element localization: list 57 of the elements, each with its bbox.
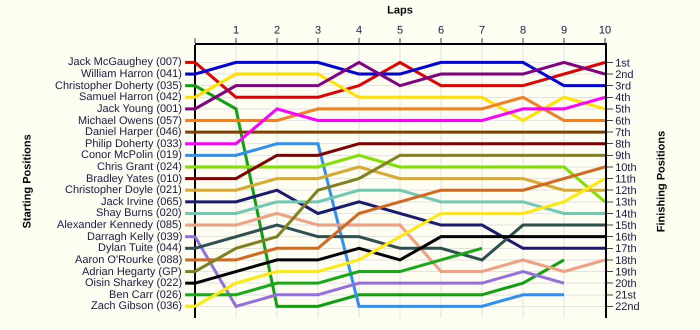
legend-label: Christopher Doherty (035): [55, 80, 182, 92]
y-tick-label: 1st: [615, 57, 630, 70]
legend-label: Dylan Tuite (044): [98, 242, 182, 254]
legend-label: Aaron O'Rourke (088): [75, 254, 182, 266]
x-tick-label: 7: [478, 24, 486, 37]
legend-label: Zach Gibson (036): [91, 300, 182, 312]
legend-label: William Harron (041): [81, 68, 182, 80]
y-tick-label: 6th: [615, 115, 630, 128]
x-tick-label: 8: [520, 24, 526, 37]
y-tick-label: 3rd: [615, 80, 632, 93]
y-tick-label: 4th: [615, 92, 630, 104]
legend-label: Adrian Hegarty (GP): [82, 266, 182, 278]
y-axis-title: Finishing Positions: [655, 130, 668, 232]
legend-label: Chris Grant (024): [97, 161, 182, 173]
legend-label: Alexander Kennedy (085): [57, 219, 182, 231]
legend-label: Samuel Harron (042): [79, 91, 182, 103]
legend-label: Oisin Sharkey (022): [85, 277, 182, 289]
y-tick-label: 8th: [615, 138, 630, 151]
legend-label: Ben Carr (026): [109, 289, 182, 301]
y-tick-label: 22nd: [615, 301, 640, 314]
x-tick-label: 3: [314, 24, 322, 37]
y-tick-label: 14th: [615, 208, 637, 220]
y-tick-label: 2nd: [615, 68, 634, 81]
legend-label: Christopher Doyle (021): [65, 184, 182, 196]
legend-label: Bradley Yates (010): [86, 173, 182, 185]
x-tick-label: 5: [396, 24, 404, 37]
y-tick-label: 13th: [615, 196, 637, 209]
y-tick-label: 5th: [615, 104, 630, 116]
y-tick-label: 9th: [615, 150, 630, 162]
y-tick-label: 20th: [615, 278, 637, 290]
legend-label: Shay Burns (020): [96, 207, 182, 219]
legend-label: Conor McPolin (019): [81, 149, 182, 161]
legend-label: Jack Irvine (065): [101, 196, 182, 208]
y-tick-label: 15th: [615, 220, 637, 232]
legend-label: Philip Doherty (033): [85, 138, 182, 150]
y-tick-label: 18th: [615, 254, 637, 267]
legend-label: Darragh Kelly (039): [87, 231, 182, 243]
y-tick-label: 19th: [615, 266, 637, 278]
legend-label: Jack Young (001): [97, 103, 182, 115]
x-tick-label: 6: [438, 24, 444, 37]
x-tick-label: 9: [560, 24, 568, 37]
x-tick-label: 1: [232, 24, 240, 37]
text: Starting Positions: [21, 134, 34, 228]
y-tick-label: 12th: [615, 185, 637, 198]
x-tick-label: 4: [356, 24, 362, 37]
y-tick-label: 7th: [615, 126, 630, 139]
x-tick-label: 2: [274, 24, 280, 37]
y-tick-label: 11th: [615, 173, 636, 186]
y-tick-label: 16th: [615, 232, 637, 244]
x-axis-title: Laps: [387, 4, 413, 17]
legend-label: Daniel Harper (046): [85, 126, 182, 138]
legend-label: Michael Owens (057): [78, 115, 182, 127]
legend-label: Jack McGaughey (007): [68, 56, 182, 68]
x-tick-label: 10: [598, 24, 612, 37]
y-tick-label: 10th: [615, 162, 637, 174]
y-tick-label: 17th: [615, 243, 637, 256]
y-tick-label: 21st: [615, 290, 636, 302]
